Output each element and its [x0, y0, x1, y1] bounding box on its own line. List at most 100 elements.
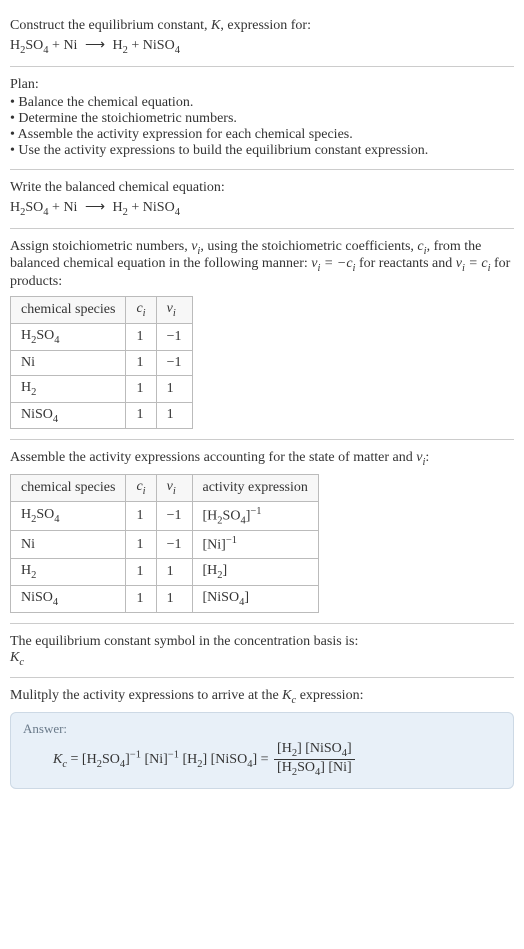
answer-term3: [H2] [NiSO4] =	[182, 752, 272, 767]
answer-Kc: Kc	[53, 752, 67, 767]
table-row: Ni 1 −1 [Ni]−1	[11, 531, 319, 559]
assign-d: for reactants and	[355, 256, 455, 271]
product-1: H2	[113, 38, 128, 53]
cell-species: H2	[11, 559, 126, 586]
balanced-section: Write the balanced chemical equation: H2…	[10, 170, 514, 229]
eqconst-K: K	[10, 650, 19, 665]
answer-label: Answer:	[23, 721, 501, 737]
plan-list: Balance the chemical equation. Determine…	[10, 95, 514, 159]
activity-table: chemical species ci νi activity expressi…	[10, 474, 319, 613]
cell-c: 1	[126, 559, 156, 586]
cell-species: Ni	[11, 350, 126, 375]
eqconst-line1: The equilibrium constant symbol in the c…	[10, 634, 514, 650]
plus-1: +	[52, 38, 63, 53]
cell-nu: 1	[156, 585, 192, 612]
reactant-2: Ni	[63, 200, 77, 215]
cell-nu: −1	[156, 531, 192, 559]
assign-nu: νi	[191, 239, 200, 254]
cell-nu: −1	[156, 350, 192, 375]
cell-species: Ni	[11, 531, 126, 559]
assign-b: , using the stoichiometric coefficients,	[200, 239, 417, 254]
assign-a: Assign stoichiometric numbers,	[10, 239, 191, 254]
table-row: H2 1 1	[11, 375, 193, 402]
col-ci: ci	[126, 475, 156, 502]
reaction-arrow: ⟶	[81, 199, 109, 216]
eqconst-sub: c	[19, 656, 24, 667]
reaction-arrow: ⟶	[81, 37, 109, 54]
activity-text: Assemble the activity expressions accoun…	[10, 450, 514, 468]
cell-activity: [Ni]−1	[192, 531, 318, 559]
assign-c: ci	[417, 239, 426, 254]
plan-item: Use the activity expressions to build th…	[10, 143, 514, 159]
cell-c: 1	[126, 402, 156, 429]
intro-K: K	[211, 18, 220, 33]
table-header-row: chemical species ci νi activity expressi…	[11, 475, 319, 502]
cell-nu: −1	[156, 501, 192, 530]
multiply-b: expression:	[296, 688, 363, 703]
product-1: H2	[113, 200, 128, 215]
cell-nu: 1	[156, 402, 192, 429]
table-row: H2 1 1 [H2]	[11, 559, 319, 586]
cell-species: H2SO4	[11, 323, 126, 350]
assign-text: Assign stoichiometric numbers, νi, using…	[10, 239, 514, 291]
table-row: Ni 1 −1	[11, 350, 193, 375]
col-species: chemical species	[11, 297, 126, 324]
cell-species: H2SO4	[11, 501, 126, 530]
table-row: NiSO4 1 1 [NiSO4]	[11, 585, 319, 612]
cell-c: 1	[126, 323, 156, 350]
cell-nu: 1	[156, 375, 192, 402]
product-2: NiSO4	[143, 200, 180, 215]
intro-text: Construct the equilibrium constant, K, e…	[10, 18, 514, 34]
col-ci: ci	[126, 297, 156, 324]
cell-activity: [H2SO4]−1	[192, 501, 318, 530]
cell-c: 1	[126, 531, 156, 559]
balanced-equation: H2SO4 + Ni ⟶ H2 + NiSO4	[10, 199, 514, 218]
plan-section: Plan: Balance the chemical equation. Det…	[10, 67, 514, 170]
product-2: NiSO4	[143, 38, 180, 53]
table-header-row: chemical species ci νi	[11, 297, 193, 324]
assemble-a: Assemble the activity expressions accoun…	[10, 450, 416, 465]
balanced-title: Write the balanced chemical equation:	[10, 180, 514, 196]
answer-numerator: [H2] [NiSO4]	[274, 741, 355, 760]
multiply-text: Mulitply the activity expressions to arr…	[10, 688, 514, 706]
multiply-Kc: Kc	[282, 688, 296, 703]
plan-item: Assemble the activity expression for eac…	[10, 127, 514, 143]
cell-nu: 1	[156, 559, 192, 586]
plan-item: Balance the chemical equation.	[10, 95, 514, 111]
answer-denominator: [H2SO4] [Ni]	[274, 760, 355, 778]
answer-term1: [H2SO4]−1	[82, 752, 141, 767]
answer-term2: [Ni]−1	[144, 752, 179, 767]
plus-2: +	[131, 200, 142, 215]
assign-section: Assign stoichiometric numbers, νi, using…	[10, 229, 514, 441]
reactant-1: H2SO4	[10, 200, 49, 215]
table-row: NiSO4 1 1	[11, 402, 193, 429]
cell-c: 1	[126, 375, 156, 402]
answer-fraction: [H2] [NiSO4] [H2SO4] [Ni]	[274, 741, 355, 778]
table-row: H2SO4 1 −1 [H2SO4]−1	[11, 501, 319, 530]
eqconst-symbol: Kc	[10, 650, 514, 668]
cell-c: 1	[126, 350, 156, 375]
eqconst-section: The equilibrium constant symbol in the c…	[10, 624, 514, 679]
final-section: Mulitply the activity expressions to arr…	[10, 678, 514, 798]
col-nui: νi	[156, 297, 192, 324]
assemble-b: :	[425, 450, 429, 465]
cell-c: 1	[126, 501, 156, 530]
plus-1: +	[52, 200, 63, 215]
stoich-table: chemical species ci νi H2SO4 1 −1 Ni 1 −…	[10, 296, 193, 429]
intro-part2: , expression for:	[220, 18, 311, 33]
col-species: chemical species	[11, 475, 126, 502]
reactant-1: H2SO4	[10, 38, 49, 53]
cell-activity: [NiSO4]	[192, 585, 318, 612]
table-row: H2SO4 1 −1	[11, 323, 193, 350]
assign-eq2: νi = ci	[456, 256, 491, 271]
cell-activity: [H2]	[192, 559, 318, 586]
plan-item: Determine the stoichiometric numbers.	[10, 111, 514, 127]
plan-title: Plan:	[10, 77, 514, 93]
intro-part1: Construct the equilibrium constant,	[10, 18, 211, 33]
unbalanced-equation: H2SO4 + Ni ⟶ H2 + NiSO4	[10, 37, 514, 56]
reactant-2: Ni	[63, 38, 77, 53]
cell-nu: −1	[156, 323, 192, 350]
cell-c: 1	[126, 585, 156, 612]
answer-equation: Kc = [H2SO4]−1 [Ni]−1 [H2] [NiSO4] = [H2…	[23, 741, 501, 778]
answer-box: Answer: Kc = [H2SO4]−1 [Ni]−1 [H2] [NiSO…	[10, 712, 514, 789]
